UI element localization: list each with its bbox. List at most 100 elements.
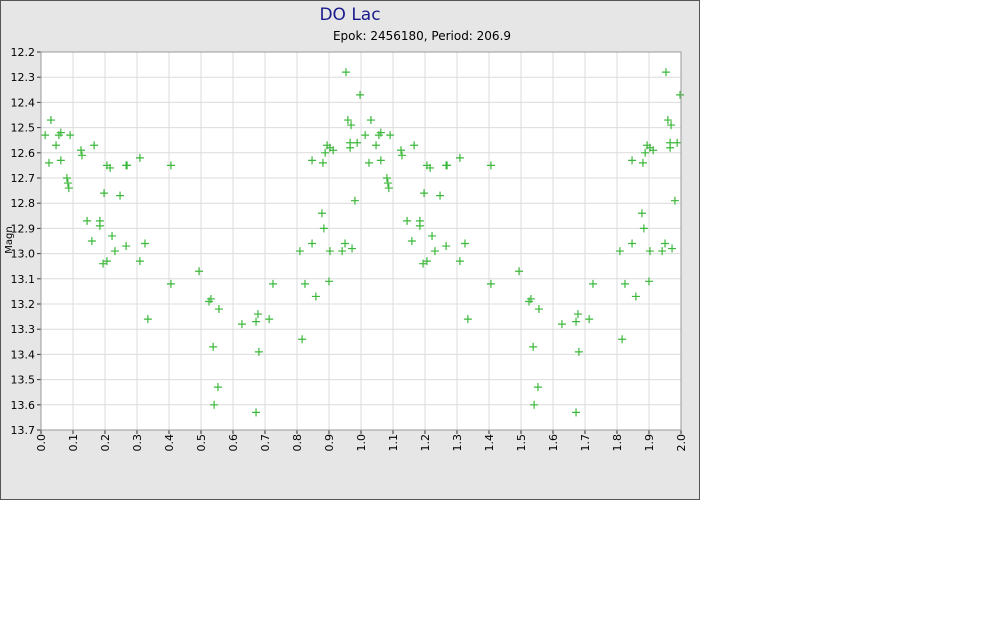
point [321, 148, 330, 157]
point [141, 239, 149, 248]
point [356, 90, 365, 99]
point [515, 267, 524, 276]
point [346, 138, 355, 147]
y-tick-label: 12.2 [11, 46, 36, 59]
point [376, 128, 385, 137]
point [533, 383, 542, 392]
point [486, 161, 495, 170]
x-tick-label: 0.0 [35, 434, 48, 452]
point [62, 174, 71, 182]
point [615, 247, 624, 256]
point [90, 141, 99, 150]
point [668, 244, 677, 253]
point [376, 156, 385, 165]
point [366, 116, 375, 125]
point [397, 146, 405, 155]
point [123, 161, 132, 170]
point [56, 156, 65, 165]
point [676, 90, 685, 99]
point [298, 335, 307, 344]
chart-subtitle: Epok: 2456180, Period: 206.9 [333, 29, 511, 43]
point [122, 242, 131, 251]
point [350, 196, 359, 205]
x-tick-label: 0.6 [227, 434, 240, 452]
point [618, 335, 627, 344]
point [269, 279, 277, 288]
point [585, 315, 594, 324]
point [100, 189, 109, 198]
point [166, 161, 175, 170]
point [95, 221, 104, 230]
point [415, 221, 424, 230]
point [135, 257, 144, 266]
point [252, 408, 261, 417]
point [56, 128, 65, 137]
point [383, 179, 392, 188]
point [102, 257, 111, 266]
x-tick-label: 0.9 [323, 434, 336, 452]
point [308, 156, 317, 165]
point [295, 247, 304, 256]
point [343, 116, 352, 125]
point [87, 237, 96, 245]
point [318, 158, 327, 167]
point [77, 151, 86, 160]
point [348, 244, 357, 253]
point [135, 153, 144, 162]
point [83, 216, 92, 225]
point [534, 305, 543, 314]
x-tick-label: 0.1 [67, 434, 80, 452]
point [526, 294, 535, 303]
point [428, 231, 437, 240]
point [641, 148, 650, 157]
x-tick-label: 1.2 [419, 434, 432, 452]
point [319, 224, 328, 233]
x-tick-label: 1.7 [579, 434, 592, 452]
point [661, 239, 669, 248]
y-tick-label: 12.3 [11, 71, 36, 84]
point [645, 277, 653, 286]
point [407, 237, 416, 245]
point [661, 68, 670, 77]
point [572, 317, 581, 326]
x-tick-label: 2.0 [675, 434, 688, 452]
x-tick-label: 0.7 [259, 434, 272, 452]
point [455, 257, 464, 266]
point [422, 257, 431, 266]
point [301, 279, 309, 288]
point [645, 247, 654, 256]
point [628, 239, 637, 248]
point [443, 161, 452, 170]
x-tick-label: 1.6 [547, 434, 560, 452]
point [673, 138, 682, 147]
chart-title: DO Lac [319, 5, 380, 25]
point [166, 279, 175, 288]
point [143, 315, 152, 324]
point [621, 279, 629, 288]
point [574, 347, 583, 356]
point [46, 116, 55, 125]
point [214, 305, 223, 314]
point [252, 317, 261, 326]
marks [41, 68, 685, 417]
point [638, 158, 647, 167]
x-tick-label: 1.0 [355, 434, 368, 452]
point [410, 141, 419, 150]
y-axis-label: Magn [4, 226, 15, 253]
point [658, 247, 667, 256]
y-tick-label: 12.4 [11, 96, 36, 109]
point [573, 310, 582, 319]
point [589, 279, 597, 288]
x-tick-label: 0.3 [131, 434, 144, 452]
point [66, 131, 75, 140]
y-tick-label: 13.5 [11, 374, 36, 387]
x-tick-label: 0.5 [195, 434, 208, 452]
point [386, 131, 395, 140]
point [670, 196, 679, 205]
point [341, 239, 349, 248]
y-tick-label: 12.6 [11, 147, 36, 160]
y-tick-label: 13.3 [11, 323, 36, 336]
point [637, 209, 646, 218]
x-tick-label: 1.4 [483, 434, 496, 452]
